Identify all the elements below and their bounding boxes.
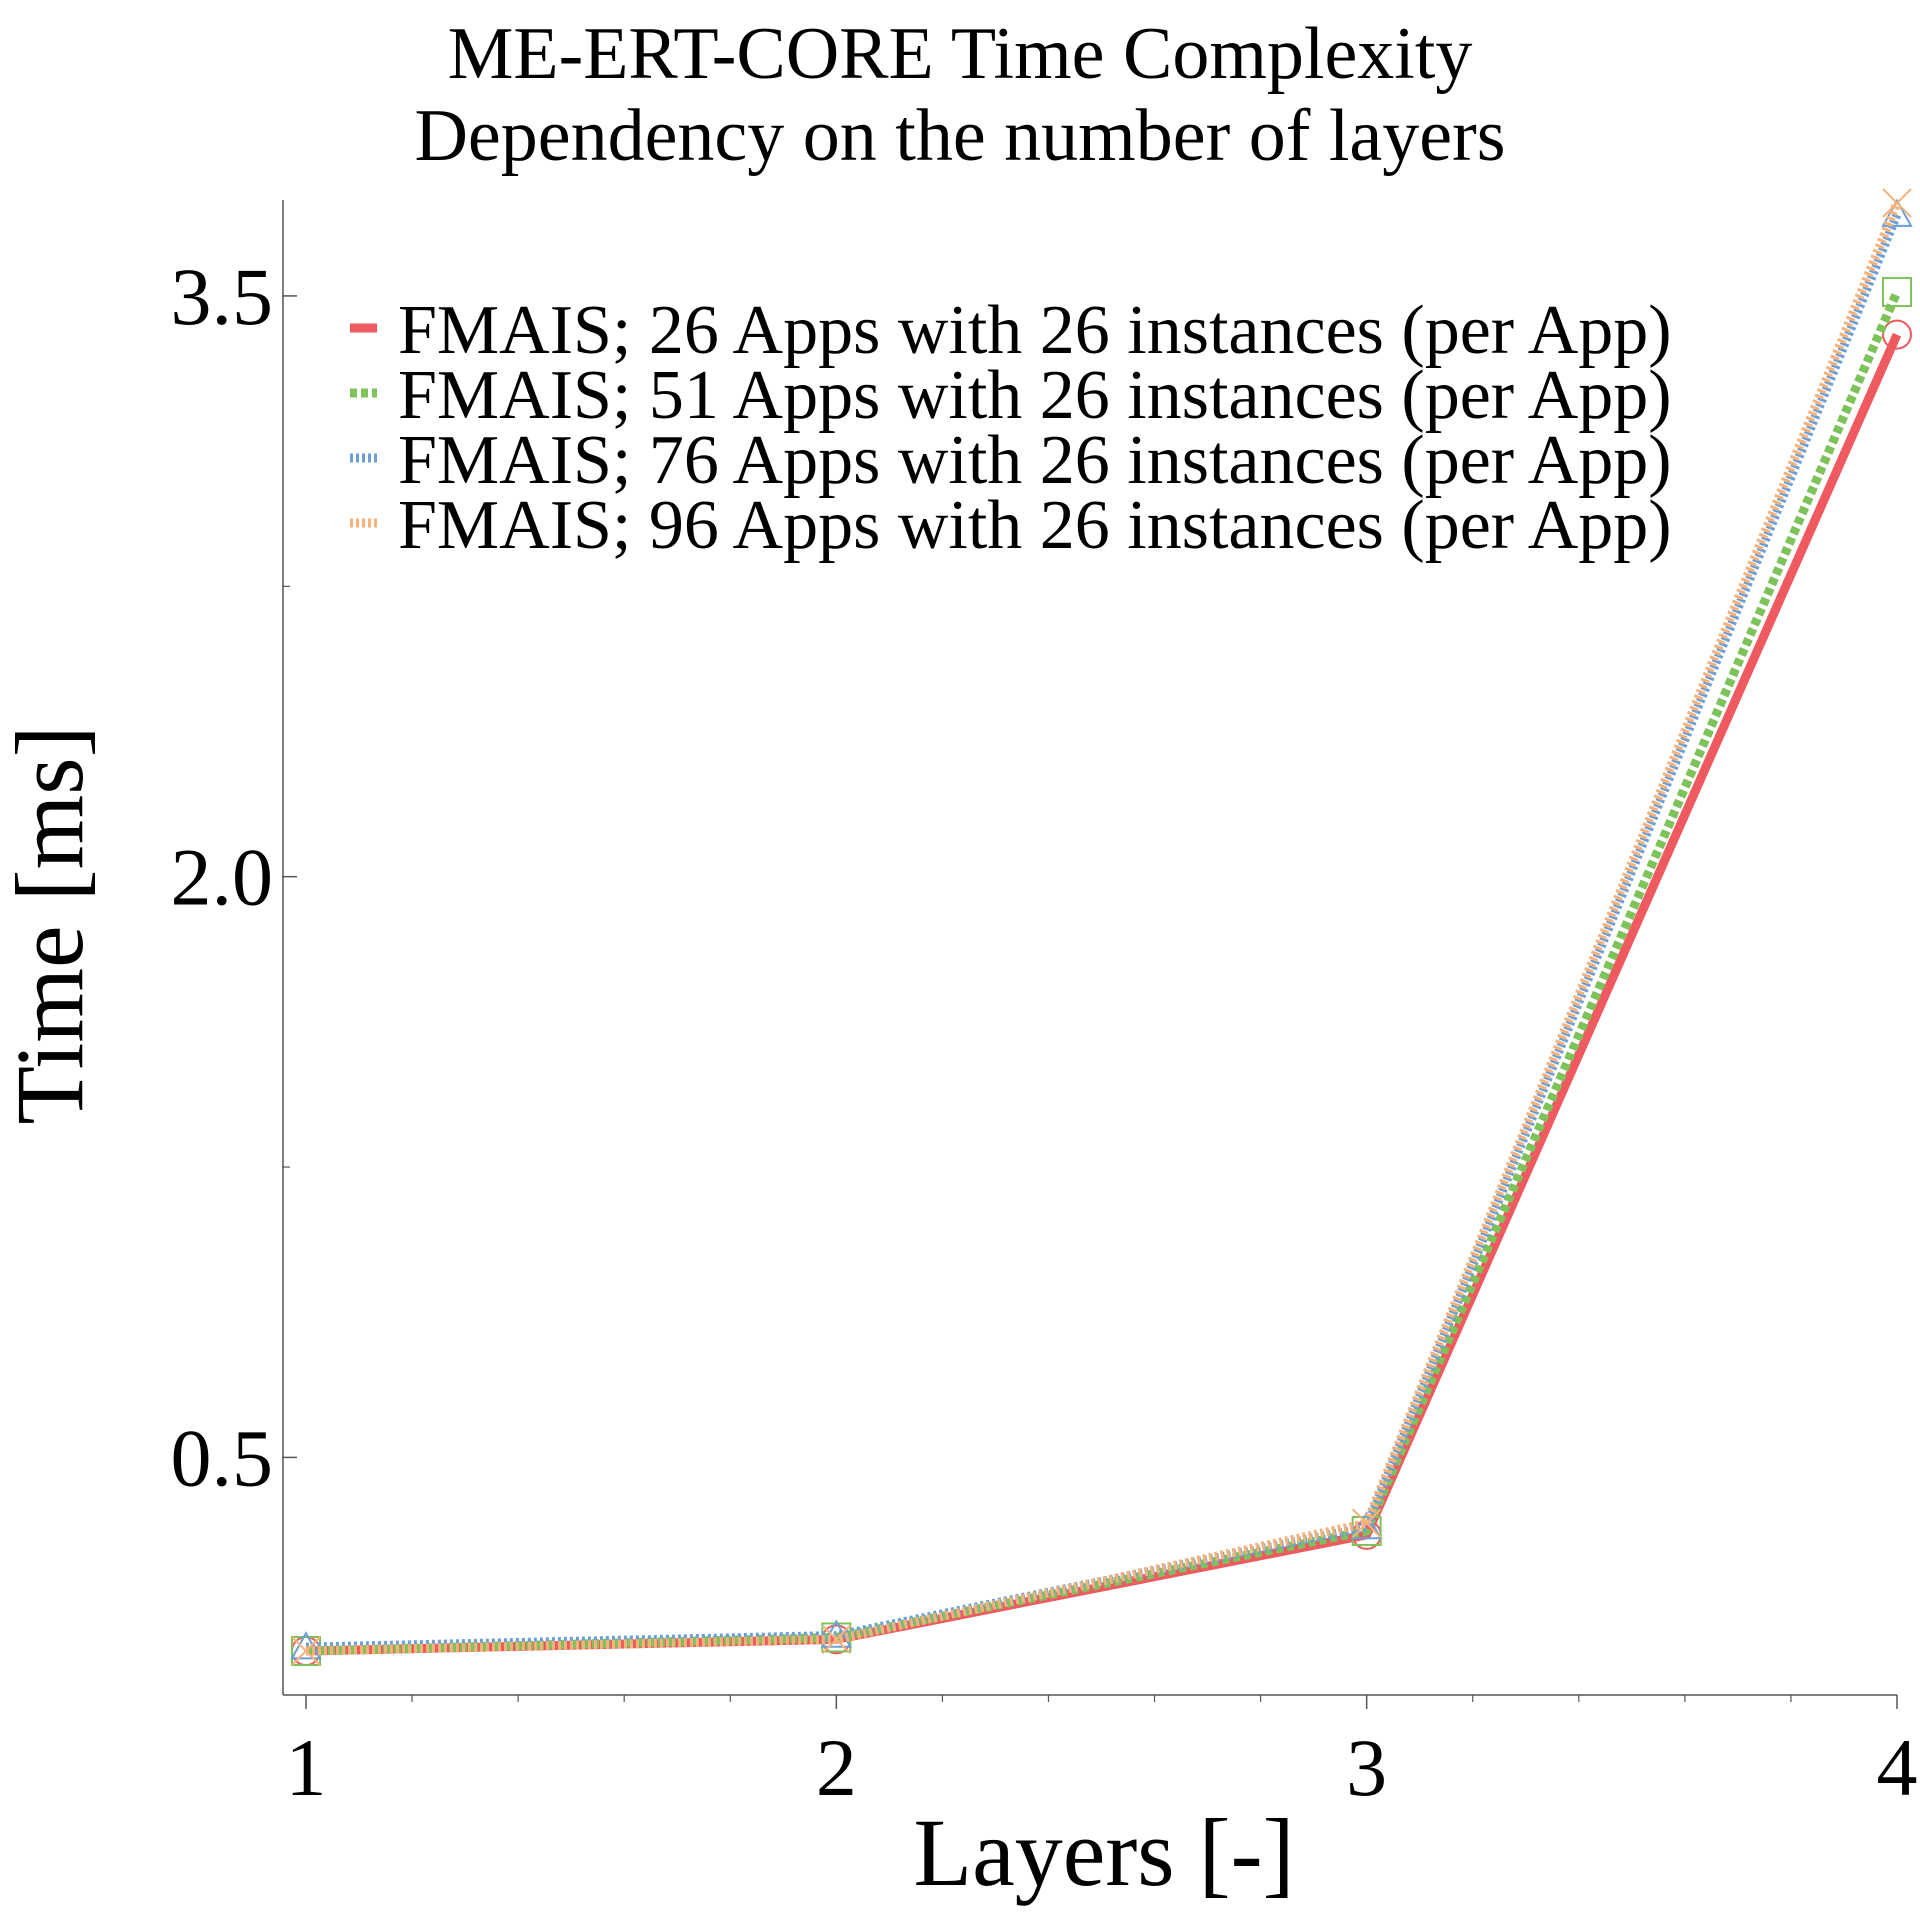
y-tick-label-2: 3.5 bbox=[171, 251, 274, 342]
chart-subtitle: Dependency on the number of layers bbox=[414, 95, 1505, 177]
series-1-point-4 bbox=[1882, 319, 1912, 350]
x-tick-label-3: 4 bbox=[1877, 1722, 1918, 1813]
series-2-point-4 bbox=[1882, 277, 1912, 308]
chart-title: ME-ERT-CORE Time Complexity bbox=[448, 13, 1473, 95]
series-3-point-3 bbox=[1350, 1511, 1383, 1540]
legend-label-3: FMAIS; 76 Apps with 26 instances (per Ap… bbox=[398, 422, 1672, 499]
axes: 0.5 2.0 3.5 1 2 3 4 bbox=[171, 200, 1918, 1813]
y-tick-label-1: 2.0 bbox=[171, 832, 274, 923]
series-4 bbox=[291, 188, 1912, 1666]
x-tick-label-2: 3 bbox=[1346, 1722, 1387, 1813]
y-tick-label-0: 0.5 bbox=[171, 1412, 274, 1503]
series-4-point-2 bbox=[821, 1624, 852, 1655]
x-tick-label-0: 1 bbox=[286, 1722, 327, 1813]
series-layer bbox=[290, 188, 1913, 1666]
legend-label-1: FMAIS; 26 Apps with 26 instances (per Ap… bbox=[398, 292, 1672, 369]
x-tick-label-1: 2 bbox=[816, 1722, 857, 1813]
series-4-point-1 bbox=[291, 1636, 321, 1666]
series-3-point-2 bbox=[820, 1619, 853, 1648]
series-4-line bbox=[305, 201, 1902, 1656]
y-axis-label: Time [ms] bbox=[0, 725, 103, 1124]
series-4-point-3 bbox=[1351, 1508, 1382, 1538]
legend-label-4: FMAIS; 96 Apps with 26 instances (per Ap… bbox=[398, 487, 1672, 564]
legend: FMAIS; 26 Apps with 26 instances (per Ap… bbox=[350, 292, 1672, 564]
series-3-point-1 bbox=[290, 1631, 322, 1660]
x-axis-label: Layers [-] bbox=[913, 1799, 1294, 1906]
legend-label-2: FMAIS; 51 Apps with 26 instances (per Ap… bbox=[398, 357, 1672, 434]
series-4-point-4 bbox=[1882, 188, 1912, 218]
